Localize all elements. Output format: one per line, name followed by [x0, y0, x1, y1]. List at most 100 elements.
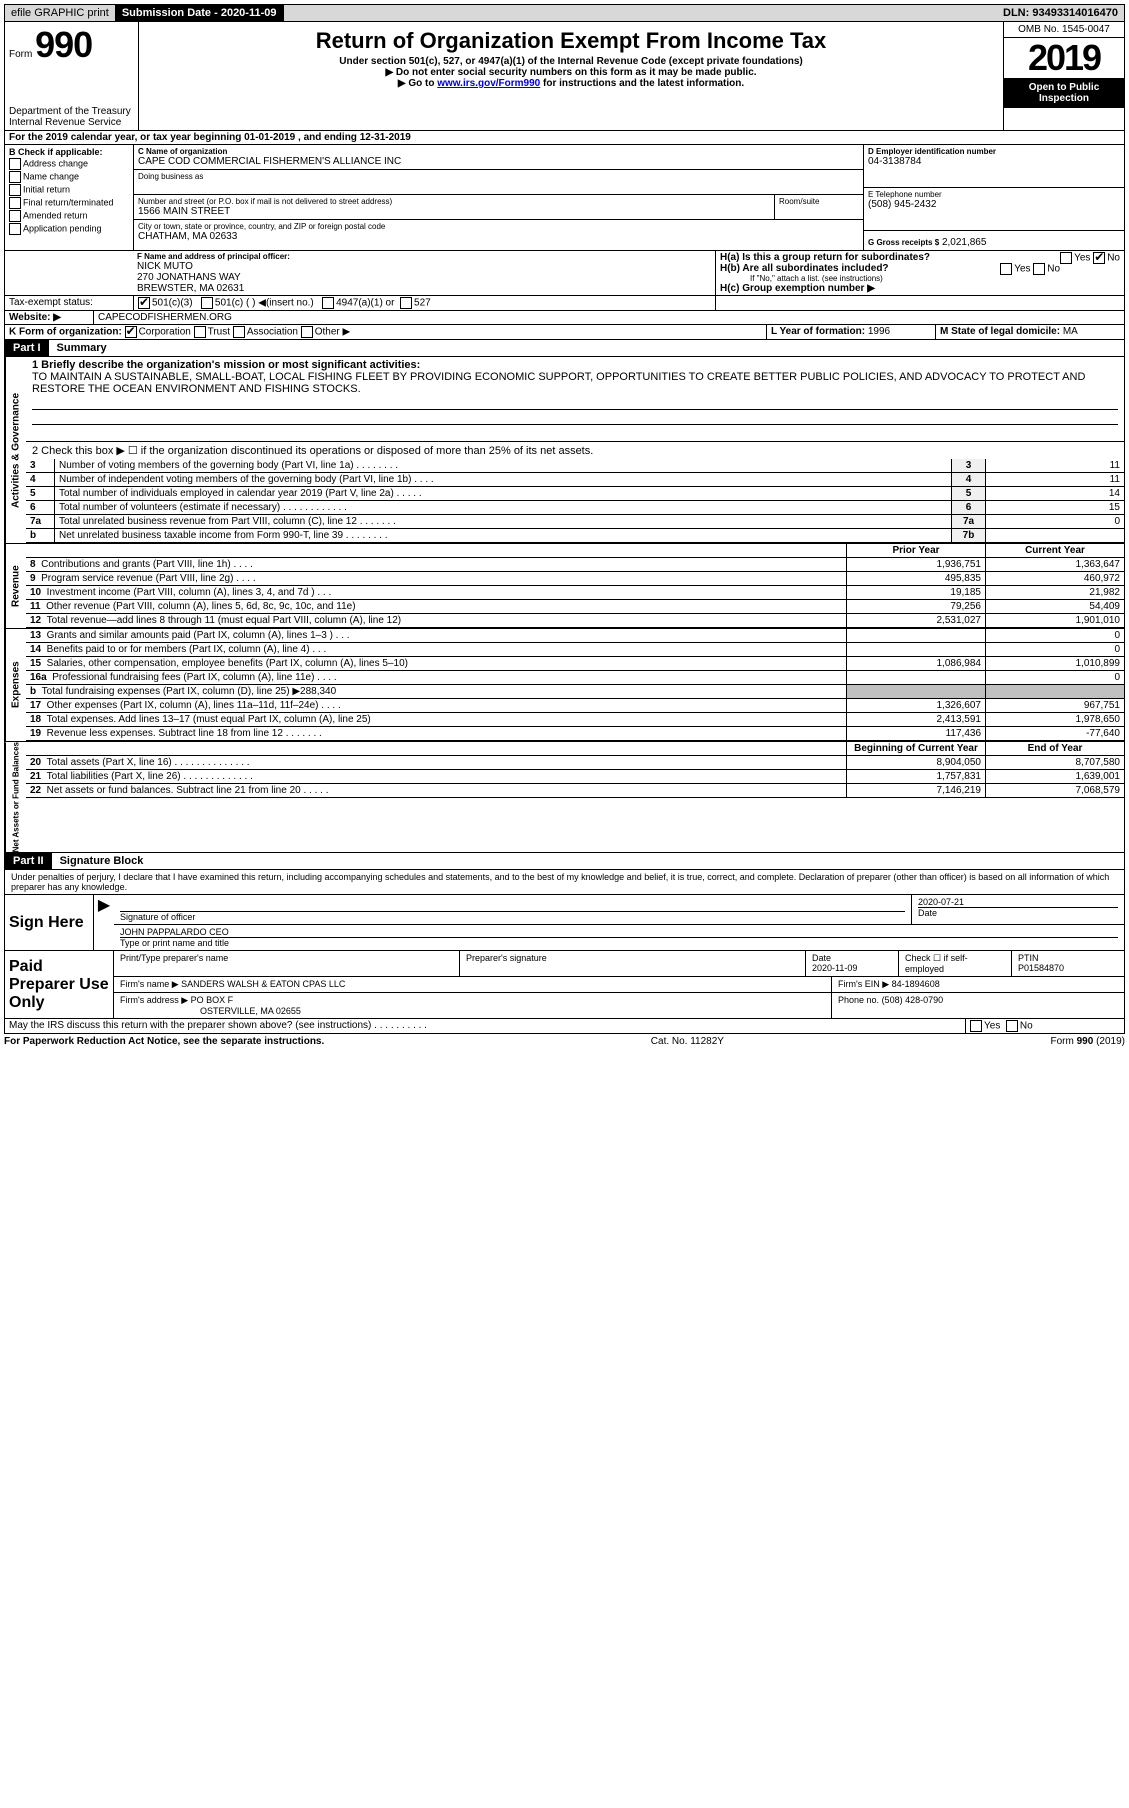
table-row: 5Total number of individuals employed in…: [26, 487, 1124, 501]
subtitle-2: ▶ Do not enter social security numbers o…: [143, 67, 999, 78]
vert-revenue: Revenue: [5, 544, 26, 628]
d-label: D Employer identification number: [868, 147, 1120, 156]
section-h: H(a) Is this a group return for subordin…: [716, 251, 1124, 295]
check-application[interactable]: [9, 223, 21, 235]
table-row: 4Number of independent voting members of…: [26, 473, 1124, 487]
hb-no[interactable]: [1033, 263, 1045, 275]
tax-exempt-label: Tax-exempt status:: [5, 296, 134, 310]
sig-officer-label: Signature of officer: [120, 912, 905, 922]
check-assoc[interactable]: [233, 326, 245, 338]
section-b-label: B Check if applicable:: [9, 147, 129, 157]
section-deg: D Employer identification number 04-3138…: [864, 145, 1124, 250]
check-501c3[interactable]: [138, 297, 150, 309]
table-row: 18 Total expenses. Add lines 13–17 (must…: [26, 713, 1124, 727]
website-row: Website: ▶ CAPECODFISHERMEN.ORG: [4, 311, 1125, 325]
check-501c[interactable]: [201, 297, 213, 309]
form-number: 990: [35, 24, 92, 65]
top-bar: efile GRAPHIC print Submission Date - 20…: [4, 4, 1125, 22]
year-formation: 1996: [868, 326, 890, 337]
header-left: Form 990 Department of the Treasury Inte…: [5, 22, 139, 130]
table-row: 19 Revenue less expenses. Subtract line …: [26, 727, 1124, 741]
table-row: 14 Benefits paid to or for members (Part…: [26, 643, 1124, 657]
check-address[interactable]: [9, 158, 21, 170]
officer-name: NICK MUTO: [137, 261, 711, 272]
check-amended[interactable]: [9, 210, 21, 222]
discuss-yes[interactable]: [970, 1020, 982, 1032]
firm-ein: 84-1894608: [892, 979, 940, 989]
sign-here-block: Sign Here ▶ Signature of officer 2020-07…: [4, 895, 1125, 951]
penalty-text: Under penalties of perjury, I declare th…: [4, 870, 1125, 895]
discuss-no[interactable]: [1006, 1020, 1018, 1032]
vert-net: Net Assets or Fund Balances: [5, 742, 26, 852]
f-label: F Name and address of principal officer:: [137, 252, 711, 261]
state-domicile: MA: [1063, 326, 1078, 337]
officer-signed: JOHN PAPPALARDO CEO: [120, 927, 1118, 938]
instructions-link[interactable]: www.irs.gov/Form990: [437, 78, 540, 89]
street-label: Number and street (or P.O. box if mail i…: [138, 197, 770, 206]
check-initial[interactable]: [9, 184, 21, 196]
prep-phone: (508) 428-0790: [882, 995, 944, 1005]
check-527[interactable]: [400, 297, 412, 309]
table-row: 9 Program service revenue (Part VIII, li…: [26, 572, 1124, 586]
check-final[interactable]: [9, 197, 21, 209]
hb-yes[interactable]: [1000, 263, 1012, 275]
line-a: For the 2019 calendar year, or tax year …: [5, 131, 1124, 144]
table-row: 22 Net assets or fund balances. Subtract…: [26, 784, 1124, 798]
c-name-label: C Name of organization: [138, 147, 859, 156]
l-label: L Year of formation:: [771, 326, 865, 337]
firm-name: SANDERS WALSH & EATON CPAS LLC: [181, 979, 345, 989]
subtitle-3-pre: ▶ Go to: [398, 78, 437, 89]
table-row: 7aTotal unrelated business revenue from …: [26, 515, 1124, 529]
sections-fh: F Name and address of principal officer:…: [4, 251, 1125, 296]
hc-label: H(c) Group exemption number ▶: [720, 283, 1120, 294]
k-label: K Form of organization:: [9, 327, 122, 338]
check-name[interactable]: [9, 171, 21, 183]
submission-date-button[interactable]: Submission Date - 2020-11-09: [116, 5, 284, 21]
ha-label: H(a) Is this a group return for subordin…: [720, 252, 930, 263]
table-row: b Total fundraising expenses (Part IX, c…: [26, 685, 1124, 699]
e-label: E Telephone number: [868, 190, 1120, 199]
header-mid: Return of Organization Exempt From Incom…: [139, 22, 1003, 130]
section-f: F Name and address of principal officer:…: [133, 251, 716, 295]
cat-no: Cat. No. 11282Y: [324, 1036, 1050, 1047]
table-row: bNet unrelated business taxable income f…: [26, 529, 1124, 543]
part1-rev-section: Revenue Prior Year Current Year 8 Contri…: [4, 544, 1125, 629]
paid-preparer-label: Paid Preparer Use Only: [5, 951, 113, 1018]
website-value: CAPECODFISHERMEN.ORG: [94, 311, 1124, 324]
dln-label: DLN: 93493314016470: [997, 5, 1124, 21]
ptin-label: PTIN: [1018, 953, 1118, 963]
table-row: 3Number of voting members of the governi…: [26, 459, 1124, 473]
part2-header: Part II: [5, 853, 52, 869]
ha-yes[interactable]: [1060, 252, 1072, 264]
hb-label: H(b) Are all subordinates included?: [720, 263, 889, 274]
col-current: Current Year: [986, 544, 1125, 558]
firm-addr1: PO BOX F: [191, 995, 234, 1005]
check-other[interactable]: [301, 326, 313, 338]
sign-here-label: Sign Here: [5, 895, 93, 950]
check-corp[interactable]: [125, 326, 137, 338]
open-inspection: Open to Public Inspection: [1004, 78, 1124, 108]
discuss-row: May the IRS discuss this return with the…: [4, 1019, 1125, 1034]
g-label: G Gross receipts $: [868, 238, 939, 247]
officer-addr1: 270 JONATHANS WAY: [137, 272, 711, 283]
net-table: Beginning of Current Year End of Year 20…: [26, 742, 1124, 798]
tax-year: 2019: [1004, 38, 1124, 78]
vert-activities: Activities & Governance: [5, 357, 26, 543]
subtitle-1: Under section 501(c), 527, or 4947(a)(1)…: [143, 56, 999, 67]
discuss-label: May the IRS discuss this return with the…: [5, 1019, 966, 1033]
dba-label: Doing business as: [138, 172, 859, 181]
check-4947[interactable]: [322, 297, 334, 309]
klm-row: K Form of organization: Corporation Trus…: [4, 325, 1125, 340]
part1-header-row: Part I Summary: [4, 340, 1125, 357]
form-label: Form: [9, 49, 32, 60]
prep-date: 2020-11-09: [812, 963, 892, 973]
check-trust[interactable]: [194, 326, 206, 338]
subtitle-3-post: for instructions and the latest informat…: [543, 78, 744, 89]
mission-text: TO MAINTAIN A SUSTAINABLE, SMALL-BOAT, L…: [32, 371, 1118, 395]
phone: (508) 945-2432: [868, 199, 1120, 210]
form-title: Return of Organization Exempt From Incom…: [143, 28, 999, 54]
table-row: 6Total number of volunteers (estimate if…: [26, 501, 1124, 515]
self-emp: Check ☐ if self-employed: [898, 951, 1011, 976]
ha-no[interactable]: [1093, 252, 1105, 264]
prep-date-label: Date: [812, 953, 892, 963]
